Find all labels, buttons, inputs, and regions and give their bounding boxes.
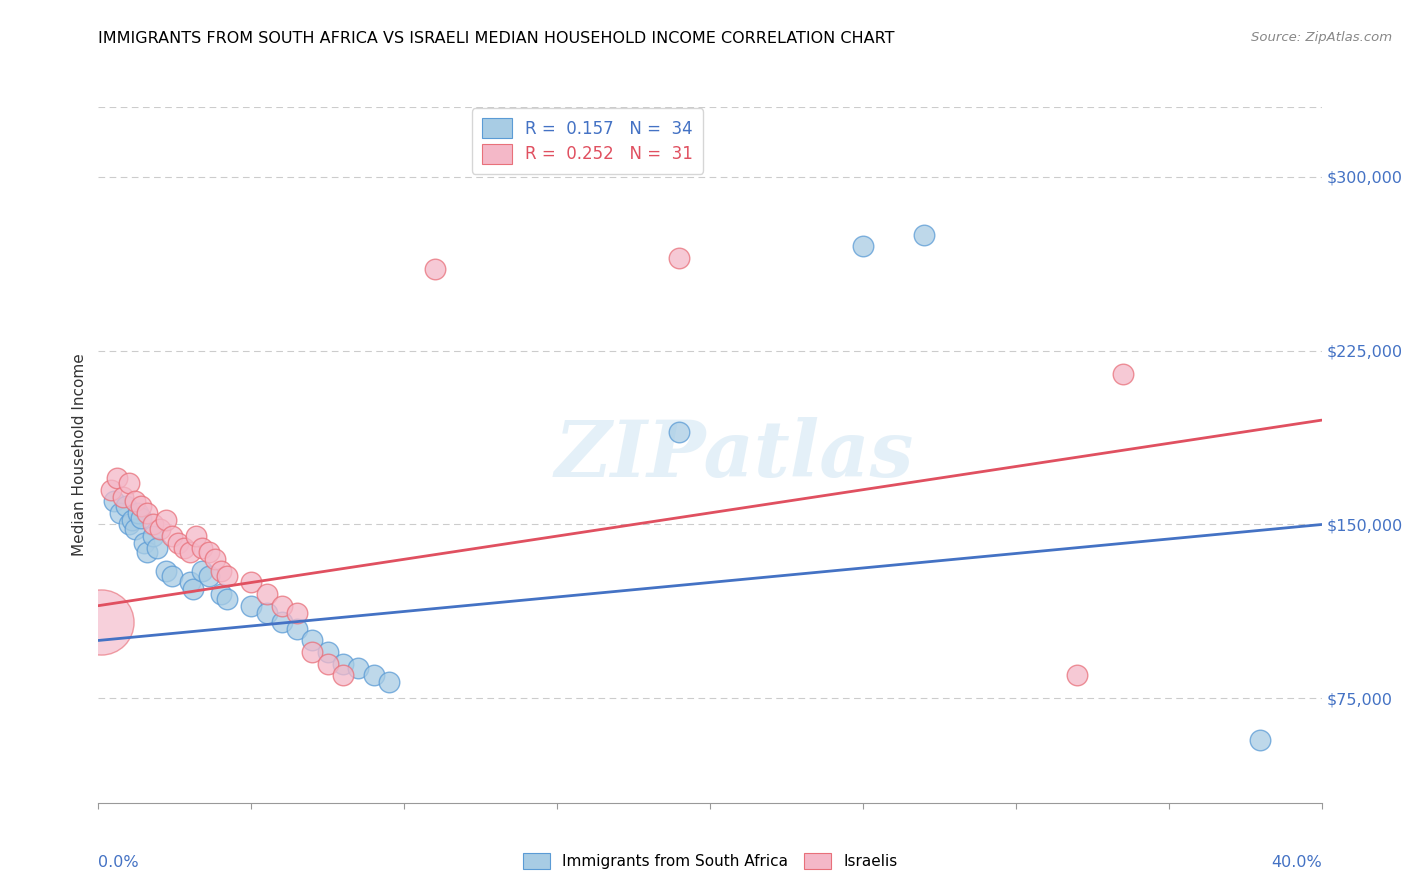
Point — [215, 568, 238, 582]
Point — [363, 668, 385, 682]
Text: Source: ZipAtlas.com: Source: ZipAtlas.com — [1251, 31, 1392, 45]
Point — [301, 645, 323, 659]
Point — [111, 490, 134, 504]
Point — [100, 483, 122, 497]
Point — [179, 575, 201, 590]
Point — [191, 564, 214, 578]
Point — [191, 541, 214, 555]
Point — [160, 568, 183, 582]
Text: 0.0%: 0.0% — [98, 855, 139, 870]
Point — [332, 657, 354, 671]
Point — [155, 564, 177, 578]
Point — [90, 615, 112, 629]
Point — [215, 591, 238, 606]
Point — [160, 529, 183, 543]
Point — [181, 582, 204, 597]
Point — [155, 513, 177, 527]
Point — [852, 239, 875, 253]
Point — [270, 599, 292, 613]
Point — [332, 668, 354, 682]
Point — [124, 494, 146, 508]
Text: ZIPatlas: ZIPatlas — [555, 417, 914, 493]
Point — [301, 633, 323, 648]
Point — [108, 506, 131, 520]
Point — [256, 606, 278, 620]
Point — [142, 517, 165, 532]
Point — [240, 599, 263, 613]
Point — [209, 564, 232, 578]
Point — [145, 541, 167, 555]
Text: 40.0%: 40.0% — [1271, 855, 1322, 870]
Point — [136, 545, 159, 559]
Point — [347, 661, 370, 675]
Point — [204, 552, 226, 566]
Point — [378, 675, 401, 690]
Point — [142, 529, 165, 543]
Point — [316, 645, 339, 659]
Point — [134, 536, 156, 550]
Point — [167, 536, 190, 550]
Point — [668, 251, 690, 265]
Point — [316, 657, 339, 671]
Text: IMMIGRANTS FROM SOUTH AFRICA VS ISRAELI MEDIAN HOUSEHOLD INCOME CORRELATION CHAR: IMMIGRANTS FROM SOUTH AFRICA VS ISRAELI … — [98, 31, 896, 46]
Y-axis label: Median Household Income: Median Household Income — [72, 353, 87, 557]
Point — [209, 587, 232, 601]
Point — [118, 475, 141, 490]
Point — [103, 494, 125, 508]
Point — [129, 499, 152, 513]
Point — [197, 545, 219, 559]
Point — [136, 506, 159, 520]
Point — [118, 517, 141, 532]
Point — [149, 522, 172, 536]
Point — [668, 425, 690, 439]
Point — [179, 545, 201, 559]
Point — [186, 529, 208, 543]
Point — [285, 622, 308, 636]
Point — [270, 615, 292, 629]
Point — [115, 499, 138, 513]
Point — [1249, 733, 1271, 747]
Point — [127, 506, 149, 520]
Point — [129, 510, 152, 524]
Point — [240, 575, 263, 590]
Point — [121, 513, 143, 527]
Legend: Immigrants from South Africa, Israelis: Immigrants from South Africa, Israelis — [516, 847, 904, 875]
Point — [423, 262, 446, 277]
Point — [1066, 668, 1088, 682]
Point — [124, 522, 146, 536]
Point — [173, 541, 195, 555]
Point — [197, 568, 219, 582]
Point — [105, 471, 128, 485]
Point — [912, 227, 935, 242]
Point — [1112, 367, 1135, 381]
Point — [285, 606, 308, 620]
Point — [256, 587, 278, 601]
